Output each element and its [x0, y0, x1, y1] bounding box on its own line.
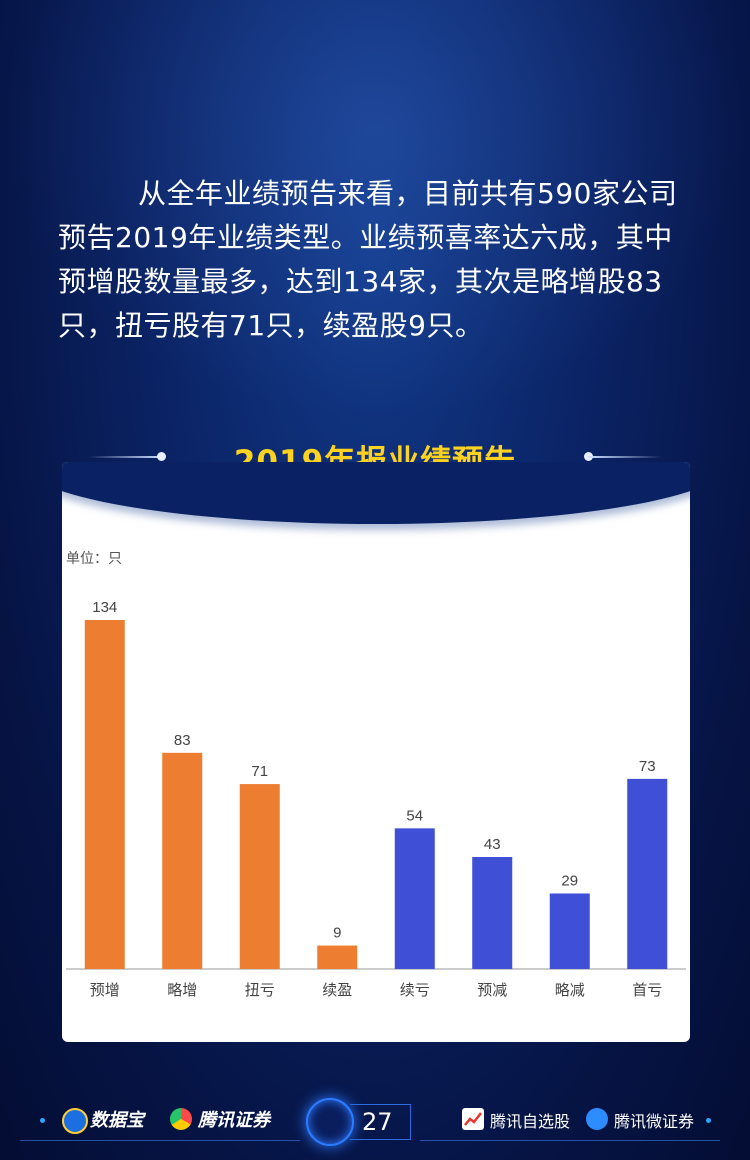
x-tick-略减: 略减 [555, 981, 585, 999]
bar-扭亏 [239, 784, 280, 969]
summary-paragraph: 从全年业绩预告来看，目前共有590家公司预告2019年业绩类型。业绩预喜率达六成… [58, 177, 678, 342]
x-tick-续亏: 续亏 [400, 981, 430, 999]
footer-left-dot [40, 1118, 45, 1123]
x-tick-预减: 预减 [477, 981, 507, 999]
bar-略减 [549, 893, 590, 969]
weizhengquan-logo-icon [586, 1108, 608, 1130]
x-tick-续盈: 续盈 [322, 981, 352, 999]
footer-right-dot [706, 1118, 711, 1123]
data-label-预减: 43 [484, 836, 501, 853]
title-right-line [588, 456, 662, 458]
data-label-续盈: 9 [333, 925, 341, 942]
tencent-securities-logo-icon [170, 1108, 192, 1130]
data-label-预增: 134 [92, 599, 117, 616]
bar-续盈 [317, 945, 358, 969]
bar-首亏 [627, 778, 668, 969]
world-map-background [0, 0, 750, 420]
data-label-扭亏: 71 [251, 763, 268, 780]
title-left-dot [157, 452, 166, 461]
footer-bar: 数据宝 腾讯证券 27 腾讯自选股 腾讯微证券 [0, 1090, 750, 1150]
bar-续亏 [394, 828, 435, 969]
brand-tencent-securities: 腾讯证券 [198, 1110, 270, 1131]
shujubao-logo-icon [62, 1108, 88, 1134]
data-label-续亏: 54 [406, 807, 423, 824]
page-number-box [350, 1104, 411, 1140]
page-number: 27 [362, 1108, 393, 1136]
data-label-略减: 29 [561, 872, 578, 889]
x-tick-扭亏: 扭亏 [245, 981, 275, 999]
x-tick-预增: 预增 [90, 981, 120, 999]
zixuangu-logo-icon [462, 1108, 484, 1130]
chart-card: 单位：只 134 预增 83 略增 71 扭亏 9 续盈 54 续亏 43 预减 29 略减 73 首亏 [62, 462, 690, 1042]
bar-预增 [84, 620, 125, 969]
brand-tencent-weizhengquan: 腾讯微证券 [614, 1112, 695, 1131]
footer-right-line [420, 1140, 720, 1141]
page-ring-icon [306, 1098, 354, 1146]
title-left-line [88, 456, 162, 458]
bar-chart: 134 预增 83 略增 71 扭亏 9 续盈 54 续亏 43 预减 29 略减 73 首亏 [66, 599, 686, 999]
x-tick-略增: 略增 [167, 981, 197, 999]
brand-tencent-zixuangu: 腾讯自选股 [490, 1112, 571, 1131]
x-tick-首亏: 首亏 [632, 981, 662, 999]
bar-预减 [472, 857, 513, 969]
data-label-略增: 83 [174, 732, 191, 749]
bar-略增 [162, 752, 203, 969]
brand-shujubao: 数据宝 [90, 1110, 144, 1131]
data-label-首亏: 73 [639, 758, 656, 775]
unit-label: 单位：只 [66, 551, 122, 567]
footer-left-line [20, 1140, 300, 1141]
